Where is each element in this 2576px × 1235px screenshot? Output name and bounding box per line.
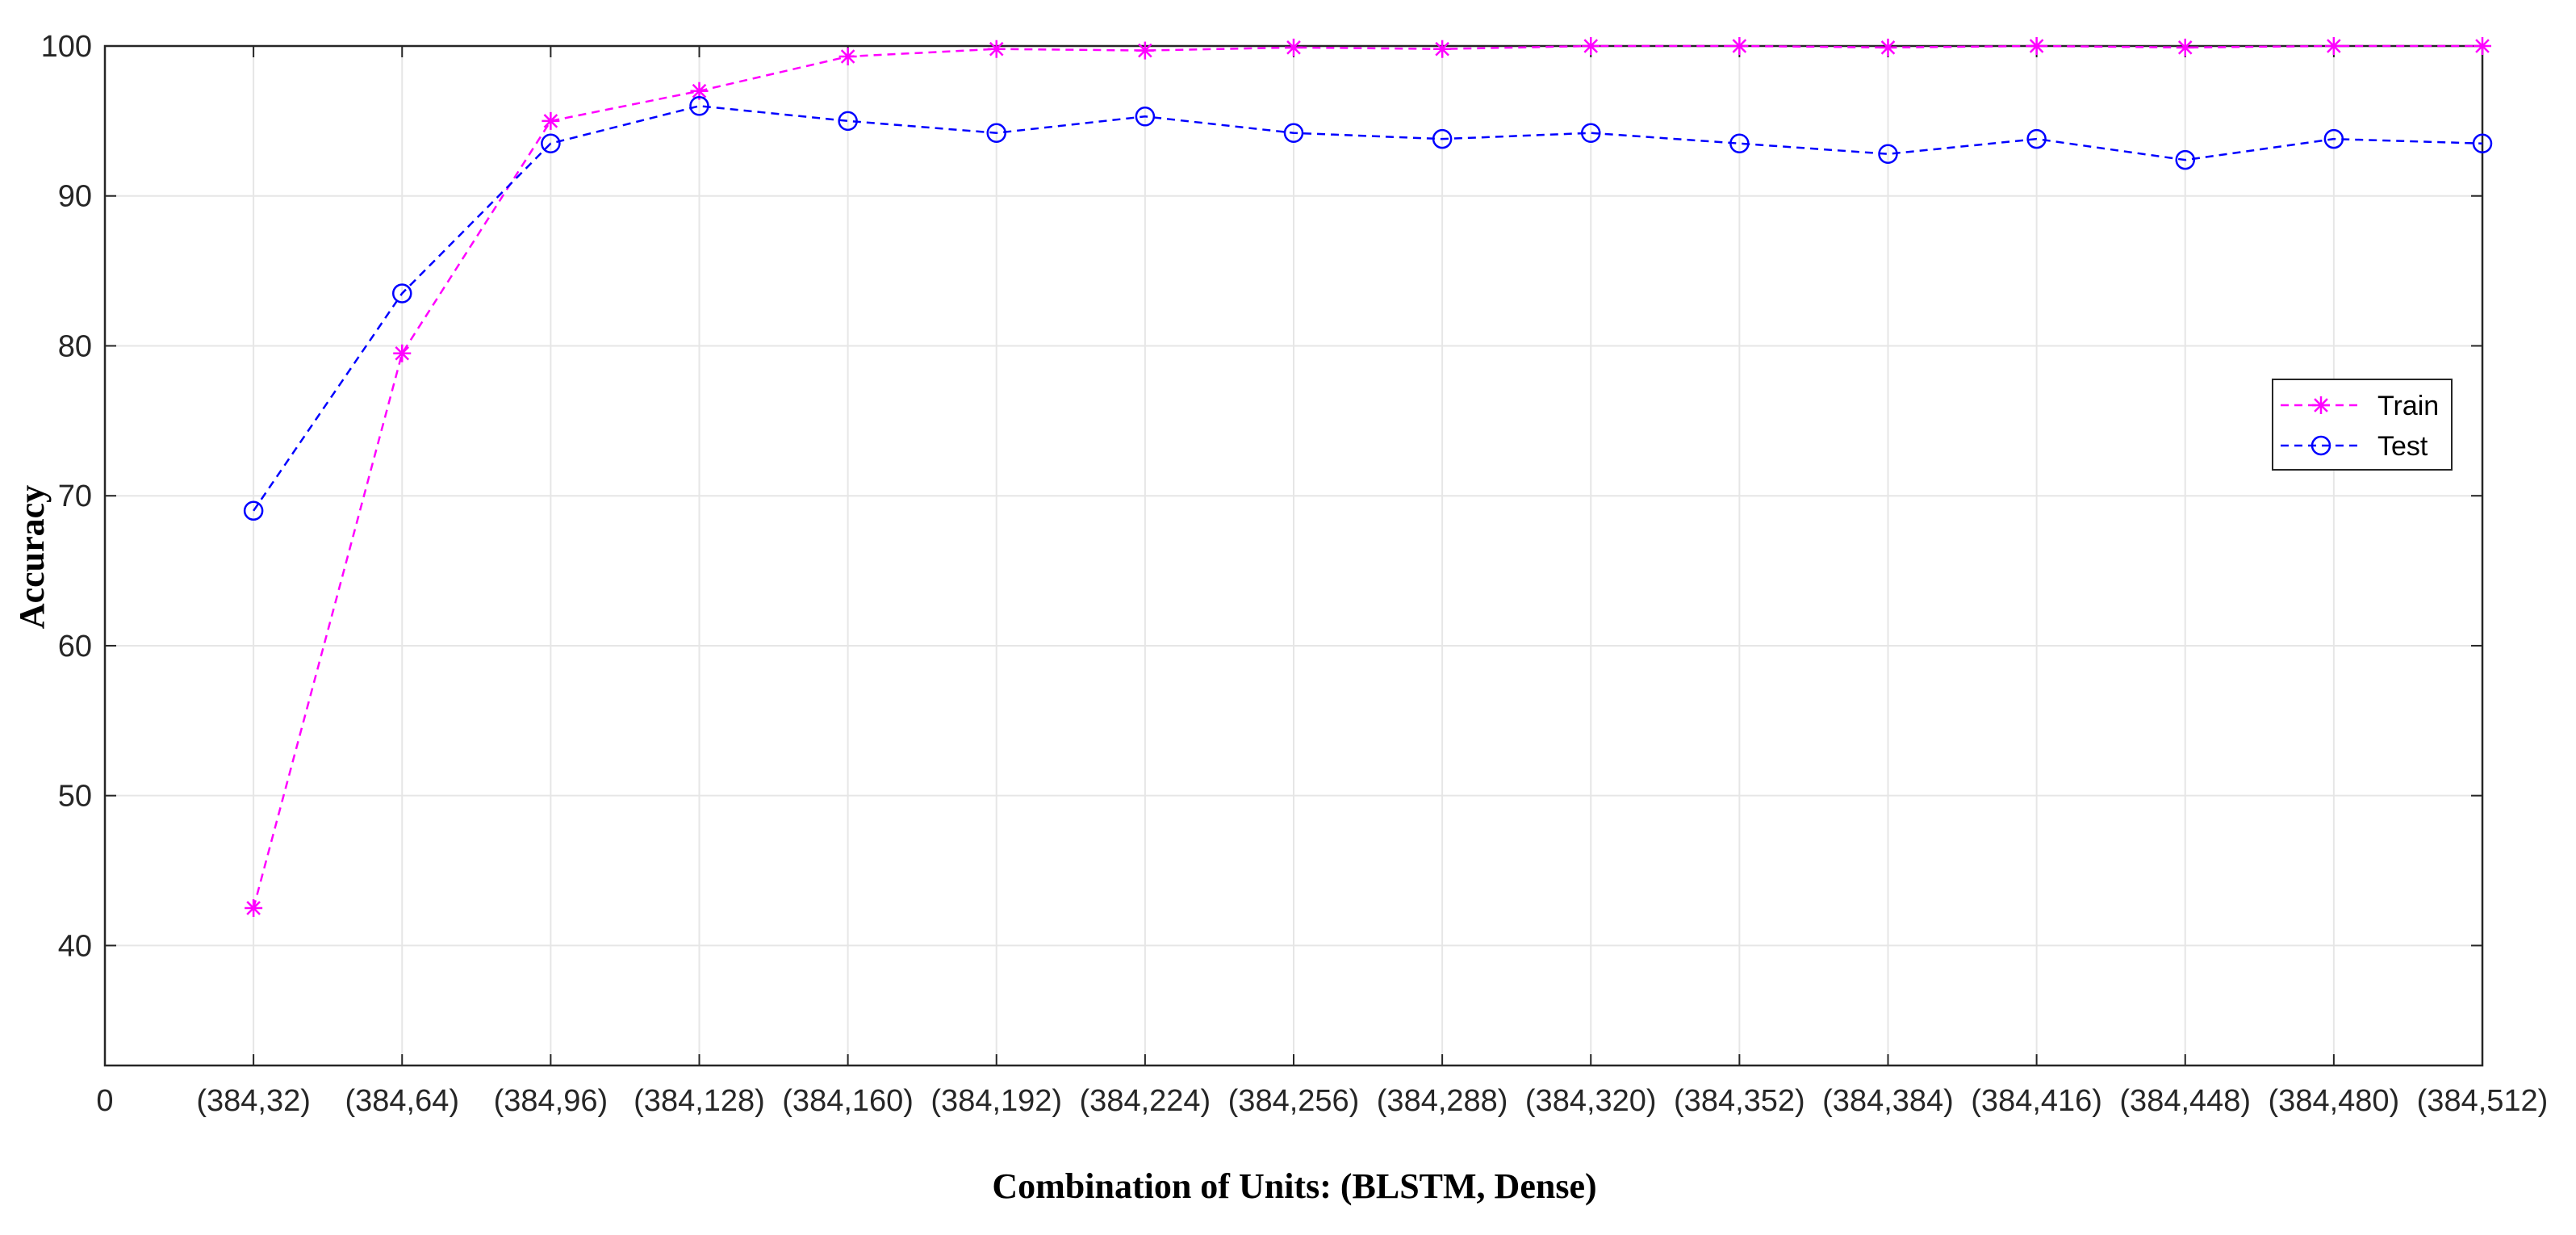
y-tick-label: 70 bbox=[58, 479, 92, 513]
data-point-test bbox=[689, 96, 709, 116]
data-point-train bbox=[1582, 37, 1600, 55]
data-point-train bbox=[2027, 37, 2046, 55]
x-tick-label: (384,32) bbox=[196, 1084, 311, 1118]
data-point-train-stroke bbox=[2177, 40, 2193, 55]
data-point-test bbox=[1581, 123, 1601, 143]
x-tick-label: (384,160) bbox=[782, 1084, 914, 1118]
x-tick-label: (384,96) bbox=[494, 1084, 608, 1118]
data-point-train-stroke bbox=[1138, 43, 1152, 58]
legend-test-marker bbox=[2310, 435, 2331, 456]
data-point-train bbox=[393, 344, 412, 362]
x-tick-label: (384,192) bbox=[930, 1084, 1062, 1118]
data-point-test bbox=[1878, 144, 1898, 164]
legend: Train Test bbox=[2272, 379, 2453, 471]
y-tick-label: 90 bbox=[58, 180, 92, 214]
x-tick-label: (384,480) bbox=[2269, 1084, 2400, 1118]
series-test bbox=[243, 96, 2493, 521]
data-point-test bbox=[2472, 133, 2493, 153]
data-point-train bbox=[1433, 40, 1452, 58]
legend-test-label: Test bbox=[2377, 431, 2428, 462]
data-point-train bbox=[1730, 37, 1749, 55]
data-point-train-stroke bbox=[2029, 39, 2044, 53]
y-axis-title: Accuracy bbox=[12, 485, 52, 629]
series-line-test bbox=[253, 105, 2483, 512]
data-point-test bbox=[541, 133, 561, 153]
x-tick-label: (384,416) bbox=[1971, 1084, 2102, 1118]
data-point-test bbox=[2026, 128, 2047, 149]
data-point-train bbox=[838, 48, 857, 66]
data-point-train bbox=[2176, 38, 2194, 57]
x-tick-label: (384,256) bbox=[1228, 1084, 1360, 1118]
x-tick-label: (384,320) bbox=[1525, 1084, 1657, 1118]
y-tick-label: 60 bbox=[58, 630, 92, 664]
data-point-train-stroke bbox=[1583, 39, 1599, 53]
x-tick-label: (384,384) bbox=[1822, 1084, 1954, 1118]
y-tick-label: 80 bbox=[58, 329, 92, 363]
data-point-train-stroke bbox=[1732, 39, 1747, 53]
x-tick-label: (384,288) bbox=[1377, 1084, 1508, 1118]
data-point-test bbox=[2323, 128, 2344, 149]
y-tick-label: 50 bbox=[58, 780, 92, 814]
data-point-train bbox=[1135, 41, 1154, 60]
series-line-train bbox=[252, 44, 2482, 909]
data-point-test bbox=[1135, 107, 1156, 127]
x-tick-label: (384,352) bbox=[1674, 1084, 1805, 1118]
data-point-train-stroke bbox=[246, 901, 261, 915]
legend-marker-train bbox=[2312, 396, 2330, 414]
tick-labels: (384,32) (384,64) (384,96) (384,128) (384,16… bbox=[41, 30, 2549, 1118]
data-point-test bbox=[1729, 133, 1750, 153]
data-point-train-stroke bbox=[1880, 40, 1896, 55]
x-tick-label: (384,512) bbox=[2417, 1084, 2549, 1118]
x-axis-title: Combination of Units: (BLSTM, Dense) bbox=[992, 1166, 1596, 1206]
data-point-train bbox=[542, 111, 560, 130]
data-point-test bbox=[2175, 149, 2195, 170]
legend-box bbox=[2272, 379, 2453, 471]
data-point-test bbox=[986, 123, 1006, 143]
data-point-train bbox=[690, 82, 709, 100]
x-tick-label: (384,128) bbox=[634, 1084, 765, 1118]
legend-train-marker bbox=[2312, 396, 2330, 414]
legend-train-label: Train bbox=[2377, 391, 2439, 421]
x-origin-label: 0 bbox=[96, 1084, 113, 1118]
data-point-test bbox=[392, 283, 412, 304]
data-series bbox=[243, 37, 2493, 917]
y-tick-label: 100 bbox=[41, 30, 92, 64]
data-point-train-stroke bbox=[395, 345, 410, 361]
data-point-train-stroke bbox=[840, 49, 855, 64]
data-point-train-stroke bbox=[2327, 39, 2341, 53]
data-point-train bbox=[2324, 37, 2343, 55]
data-point-train-stroke bbox=[1286, 40, 1301, 55]
data-point-test bbox=[1432, 128, 1453, 149]
series-train bbox=[245, 37, 2491, 917]
data-point-test bbox=[838, 111, 858, 132]
grid-lines bbox=[105, 46, 2483, 1065]
legend-marker-test bbox=[2310, 435, 2331, 456]
data-point-test bbox=[1283, 123, 1304, 143]
data-point-train bbox=[987, 40, 1006, 58]
x-tick-label: (384,64) bbox=[345, 1084, 459, 1118]
data-point-train-stroke bbox=[2475, 39, 2490, 53]
y-tick-label: 40 bbox=[58, 929, 92, 963]
data-point-train-stroke bbox=[543, 114, 558, 128]
data-point-train-stroke bbox=[1435, 41, 1449, 57]
data-point-train bbox=[1285, 38, 1303, 57]
data-point-test bbox=[243, 500, 264, 521]
data-point-train bbox=[2474, 37, 2491, 55]
x-tick-label: (384,224) bbox=[1080, 1084, 1211, 1118]
data-point-train-stroke bbox=[692, 83, 707, 98]
x-tick-label: (384,448) bbox=[2119, 1084, 2251, 1118]
data-point-train-stroke bbox=[989, 41, 1004, 57]
data-point-train bbox=[245, 898, 263, 917]
legend-marker-train-stroke bbox=[2314, 398, 2328, 412]
data-point-train bbox=[1879, 38, 1897, 57]
